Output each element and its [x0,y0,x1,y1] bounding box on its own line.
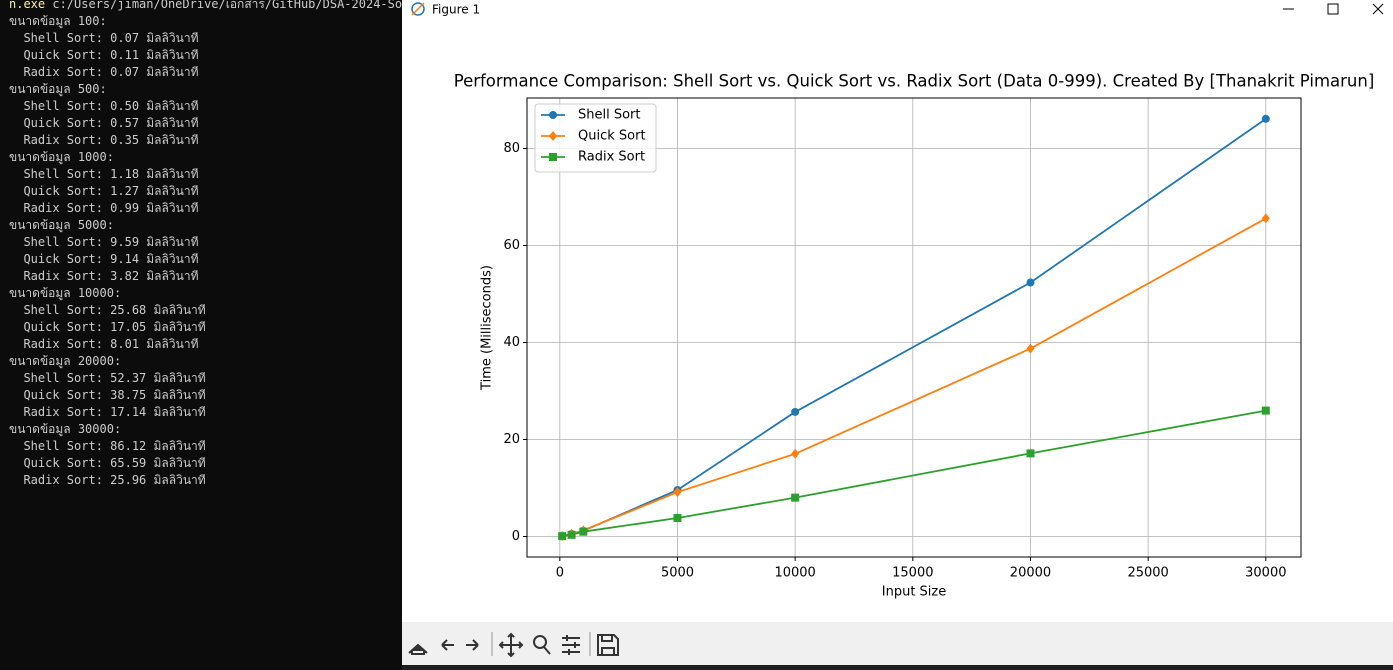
back-button[interactable] [441,639,454,651]
terminal-line: ขนาดข้อมูล 100: [9,14,107,28]
legend: Shell Sort Quick Sort Radix Sort [534,103,657,173]
zoom-button[interactable] [533,635,551,655]
terminal-line: Shell Sort: 9.59 มิลลิวินาที [9,235,199,249]
marker [791,448,800,459]
terminal-line: Shell Sort: 86.12 มิลลิวินาที [9,439,206,453]
terminal-line: Shell Sort: 52.37 มิลลิวินาที [9,371,206,385]
marker [1261,406,1270,415]
terminal-line: ขนาดข้อมูล 1000: [9,150,114,164]
terminal-line: Quick Sort: 38.75 มิลลิวินาที [9,388,206,402]
close-button[interactable] [1372,3,1384,15]
terminal-line: Quick Sort: 9.14 มิลลิวินาที [9,252,199,266]
y-tick-label: 80 [503,141,520,156]
marker [1026,343,1035,354]
terminal-line: Quick Sort: 0.57 มิลลิวินาที [9,116,199,130]
terminal: n.exe c:/Users/jiman/OneDrive/เอกสาร/Git… [0,0,402,670]
x-tick-label: 30000 [1245,566,1286,581]
terminal-line: Radix Sort: 25.96 มิลลิวินาที [9,473,206,487]
command: n.exe [9,0,46,11]
marker [1026,449,1035,458]
arguments: c:/Users/jiman/OneDrive/เอกสาร/GitHub/DS… [52,0,402,11]
marker [1026,278,1035,287]
marker [1261,213,1270,224]
maximize-button[interactable] [1327,3,1339,15]
x-tick-label: 15000 [892,566,933,581]
terminal-line: Radix Sort: 17.14 มิลลิวินาที [9,405,206,419]
terminal-line: ขนาดข้อมูล 10000: [9,286,122,300]
terminal-line: ขนาดข้อมูล 5000: [9,218,114,232]
y-axis-label: Time (Milliseconds) [480,265,495,391]
marker [673,513,682,522]
terminal-line: ขนาดข้อมูล 20000: [9,354,122,368]
forward-button[interactable] [466,639,479,651]
legend-label: Quick Sort [578,129,646,144]
terminal-line: Quick Sort: 17.05 มิลลิวินาที [9,320,206,334]
terminal-line: Quick Sort: 1.27 มิลลิวินาที [9,184,199,198]
pan-button[interactable] [498,632,524,658]
terminal-line: Quick Sort: 65.59 มิลลิวินาที [9,456,206,470]
marker [558,532,567,541]
x-tick-label: 0 [556,566,564,581]
save-button[interactable] [597,634,619,656]
legend-label: Shell Sort [578,108,641,123]
terminal-line: Quick Sort: 0.11 มิลลิวินาที [9,48,199,62]
marker [673,487,682,498]
toolbar [402,622,1393,665]
app-icon [411,2,425,16]
terminal-line: Radix Sort: 0.07 มิลลิวินาที [9,65,199,79]
y-tick-label: 40 [503,335,520,350]
plot-frame [526,97,1302,558]
terminal-line: Radix Sort: 3.82 มิลลิวินาที [9,269,199,283]
legend-label: Radix Sort [578,150,645,165]
marker [579,527,588,536]
legend-marker [549,111,557,119]
x-tick-label: 5000 [661,566,694,581]
terminal-line: Shell Sort: 25.68 มิลลิวินาที [9,303,206,317]
x-axis-label: Input Size [882,585,946,600]
window-title: Figure 1 [432,3,480,17]
configure-button[interactable] [562,635,580,655]
y-tick-label: 20 [503,432,520,447]
terminal-line: Radix Sort: 8.01 มิลลิวินาที [9,337,199,351]
x-tick-label: 20000 [1010,566,1051,581]
figure-window: Figure 1 Performance Comparison: Shell S… [402,0,1393,670]
terminal-line: Radix Sort: 0.35 มิลลิวินาที [9,133,199,147]
terminal-line: ขนาดข้อมูล 500: [9,82,107,96]
command-line: n.exe c:/Users/jiman/OneDrive/เอกสาร/Git… [9,0,402,13]
legend-marker [549,153,557,161]
home-button[interactable] [408,643,428,655]
terminal-line: ขนาดข้อมูล 30000: [9,422,122,436]
figure-background [402,0,1393,622]
chart-title: Performance Comparison: Shell Sort vs. Q… [454,72,1375,91]
marker [791,407,800,416]
terminal-line: Shell Sort: 1.18 มิลลิวินาที [9,167,199,181]
terminal-line: Shell Sort: 0.07 มิลลิวินาที [9,31,199,45]
marker [1261,114,1270,123]
y-tick-label: 0 [512,529,520,544]
marker [791,493,800,502]
x-tick-label: 25000 [1127,566,1168,581]
legend-frame [534,103,657,173]
marker [567,530,576,539]
terminal-line: Radix Sort: 0.99 มิลลิวินาที [9,201,199,215]
bottom-strip [402,665,1393,670]
y-tick-label: 60 [503,238,520,253]
terminal-line: Shell Sort: 0.50 มิลลิวินาที [9,99,199,113]
x-tick-label: 10000 [774,566,815,581]
legend-marker [549,131,557,141]
